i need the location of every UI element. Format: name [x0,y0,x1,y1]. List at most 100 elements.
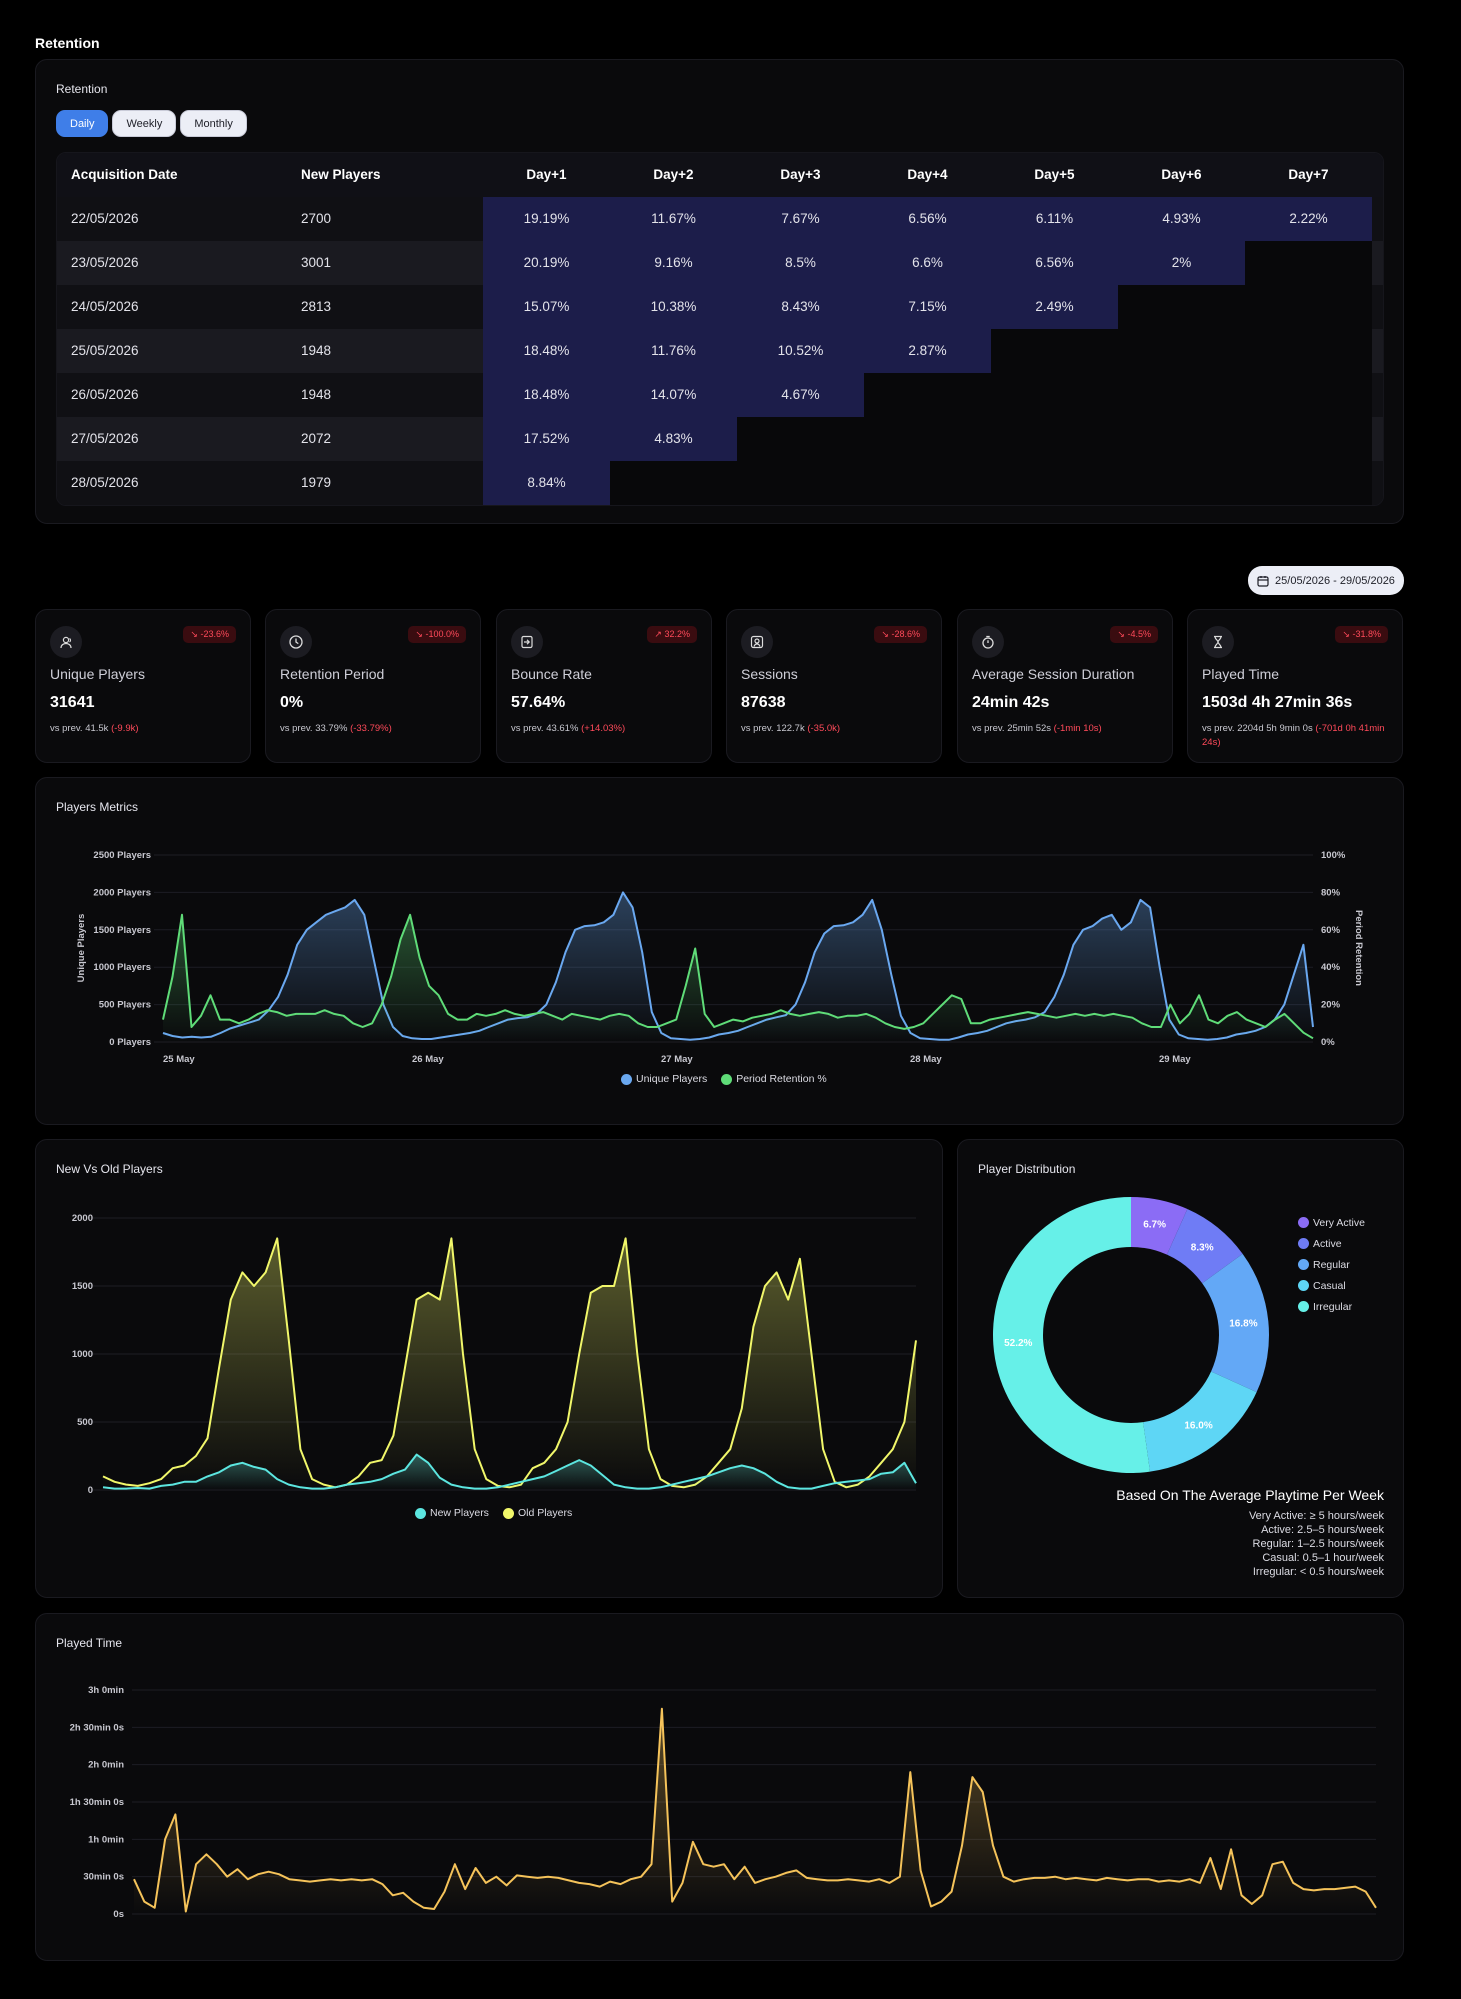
kpi-label: Retention Period [280,666,385,682]
kpi-previous: vs prev. 25min 52s (-1min 10s) [972,722,1162,736]
kpi-badge-text: -4.5% [1127,629,1151,639]
legend-item[interactable]: New Players [415,1507,489,1519]
trend-icon: ↘ [881,629,889,639]
period-retention-area [163,914,1313,1042]
kpi-delta: (-1min 10s) [1053,723,1102,734]
kpi-label: Unique Players [50,666,145,682]
y-tick-label: 2000 [72,1213,93,1224]
kpi-badge-text: 32.2% [664,629,690,639]
legend-item[interactable]: Very Active [1298,1212,1365,1233]
kpi-previous: vs prev. 41.5k (-9.9k) [50,722,240,736]
pie-slice[interactable] [1166,1209,1243,1284]
retention-cell: 10.38% [610,285,737,329]
y-tick-label: 1500 Players [93,925,151,936]
kpi-delta: (+14.03%) [581,723,626,734]
tab-daily[interactable]: Daily [56,110,109,137]
player-distribution-chart: 6.7% 8.3% 16.8% 16.0% 52.2% [993,1197,1269,1473]
kpi-label: Bounce Rate [511,666,592,682]
trend-icon: ↘ [1342,629,1350,639]
legend-item[interactable]: Regular [1298,1254,1365,1275]
pie-slice[interactable] [1143,1371,1257,1472]
y2-tick-label: 100% [1321,850,1346,861]
new-players-cell: 2813 [301,299,332,314]
empty-cell [610,461,737,505]
acquisition-date-cell: 25/05/2026 [71,343,139,358]
kpi-icon-wrap [1202,626,1234,658]
calendar-icon [1257,575,1269,587]
players-metrics-legend: Unique Players Period Retention % [621,1073,827,1085]
empty-cell [991,329,1118,373]
kpi-prev-text: vs prev. 122.7k [741,723,805,734]
retention-cell: 2.87% [864,329,991,373]
y2-tick-label: 80% [1321,887,1341,898]
retention-table: Acquisition Date New Players Day+1 Day+2… [56,152,1384,506]
kpi-previous: vs prev. 122.7k (-35.0k) [741,722,931,736]
tab-weekly[interactable]: Weekly [112,110,177,137]
played-time-line[interactable] [133,1707,1377,1913]
legend-item[interactable]: Unique Players [621,1073,707,1085]
period-retention-line[interactable] [162,913,1314,1040]
empty-cell [1118,285,1245,329]
kpi-value: 1503d 4h 27min 36s [1202,694,1353,711]
kpi-delta: (-701d 0h 41min 24s) [1202,723,1385,748]
kpi-prev-text: vs prev. 43.61% [511,723,579,734]
new-players-line[interactable] [102,1453,917,1490]
players-metrics-panel: Players Metrics 2500 Players 100% 2000 Pla… [35,777,1404,1125]
new-vs-old-legend: New Players Old Players [415,1507,572,1519]
legend-item[interactable]: Irregular [1298,1296,1365,1317]
legend-label: Unique Players [636,1073,708,1085]
legend-label: Very Active [1313,1216,1365,1229]
retention-cell: 8.84% [483,461,610,505]
user-square-icon [750,635,764,649]
clock-icon [289,635,303,649]
empty-cell [1118,329,1245,373]
kpi-icon-wrap [50,626,82,658]
new-players-cell: 1948 [301,343,332,358]
retention-cell: 14.07% [610,373,737,417]
legend-item[interactable]: Active [1298,1233,1365,1254]
y-tick-label: 3h 0min [88,1685,124,1696]
tab-monthly[interactable]: Monthly [180,110,247,137]
kpi-label: Average Session Duration [972,666,1135,682]
player-distribution-legend: Very Active Active Regular Casual Irregular [1298,1212,1365,1317]
table-row: 26/05/2026 1948 18.48% 14.07% 4.67% [57,373,1383,417]
legend-label: Active [1313,1237,1342,1250]
y-tick-label: 2h 0min [88,1760,124,1771]
table-row: 24/05/2026 2813 15.07% 10.38% 8.43% 7.15% 2.49… [57,285,1383,329]
legend-item[interactable]: Old Players [502,1507,572,1519]
pie-slice[interactable] [1202,1253,1269,1393]
empty-cell [991,461,1118,505]
retention-cell: 7.15% [864,285,991,329]
empty-cell [1118,373,1245,417]
column-header: Day+4 [907,167,948,182]
date-range-picker[interactable]: 25/05/2026 - 29/05/2026 [1248,566,1404,595]
pie-slice-label: 16.8% [1229,1319,1257,1330]
empty-cell [864,461,991,505]
player-distribution-title: Player Distribution [978,1162,1076,1176]
pie-slice-label: 16.0% [1184,1421,1212,1432]
acquisition-date-cell: 22/05/2026 [71,211,139,226]
pie-slice[interactable] [993,1197,1151,1473]
trend-icon: ↘ [1117,629,1125,639]
column-header: Acquisition Date [71,167,178,182]
y2-tick-label: 0% [1321,1037,1335,1048]
page-title: Retention [35,35,100,51]
kpi-icon-wrap [280,626,312,658]
legend-label: Period Retention % [736,1073,827,1085]
legend-item[interactable]: Casual [1298,1275,1365,1296]
legend-item[interactable]: Period Retention % [721,1073,827,1085]
kpi-value: 57.64% [511,694,566,711]
kpi-previous: vs prev. 2204d 5h 9min 0s (-701d 0h 41mi… [1202,722,1392,750]
empty-cell [737,417,864,461]
new-players-cell: 2072 [301,431,332,446]
retention-tabs: Daily Weekly Monthly [56,110,247,137]
retention-cell: 8.43% [737,285,864,329]
sign-in-icon [521,635,533,649]
distribution-note: Regular: 1–2.5 hours/week [1252,1538,1384,1550]
new-players-cell: 1948 [301,387,332,402]
pie-slice[interactable] [1131,1197,1188,1255]
kpi-change-badge: ↘ -100.0% [408,626,466,643]
kpi-prev-text: vs prev. 41.5k [50,723,109,734]
retention-cell: 18.48% [483,329,610,373]
table-row: 25/05/2026 1948 18.48% 11.76% 10.52% 2.87% [57,329,1383,373]
